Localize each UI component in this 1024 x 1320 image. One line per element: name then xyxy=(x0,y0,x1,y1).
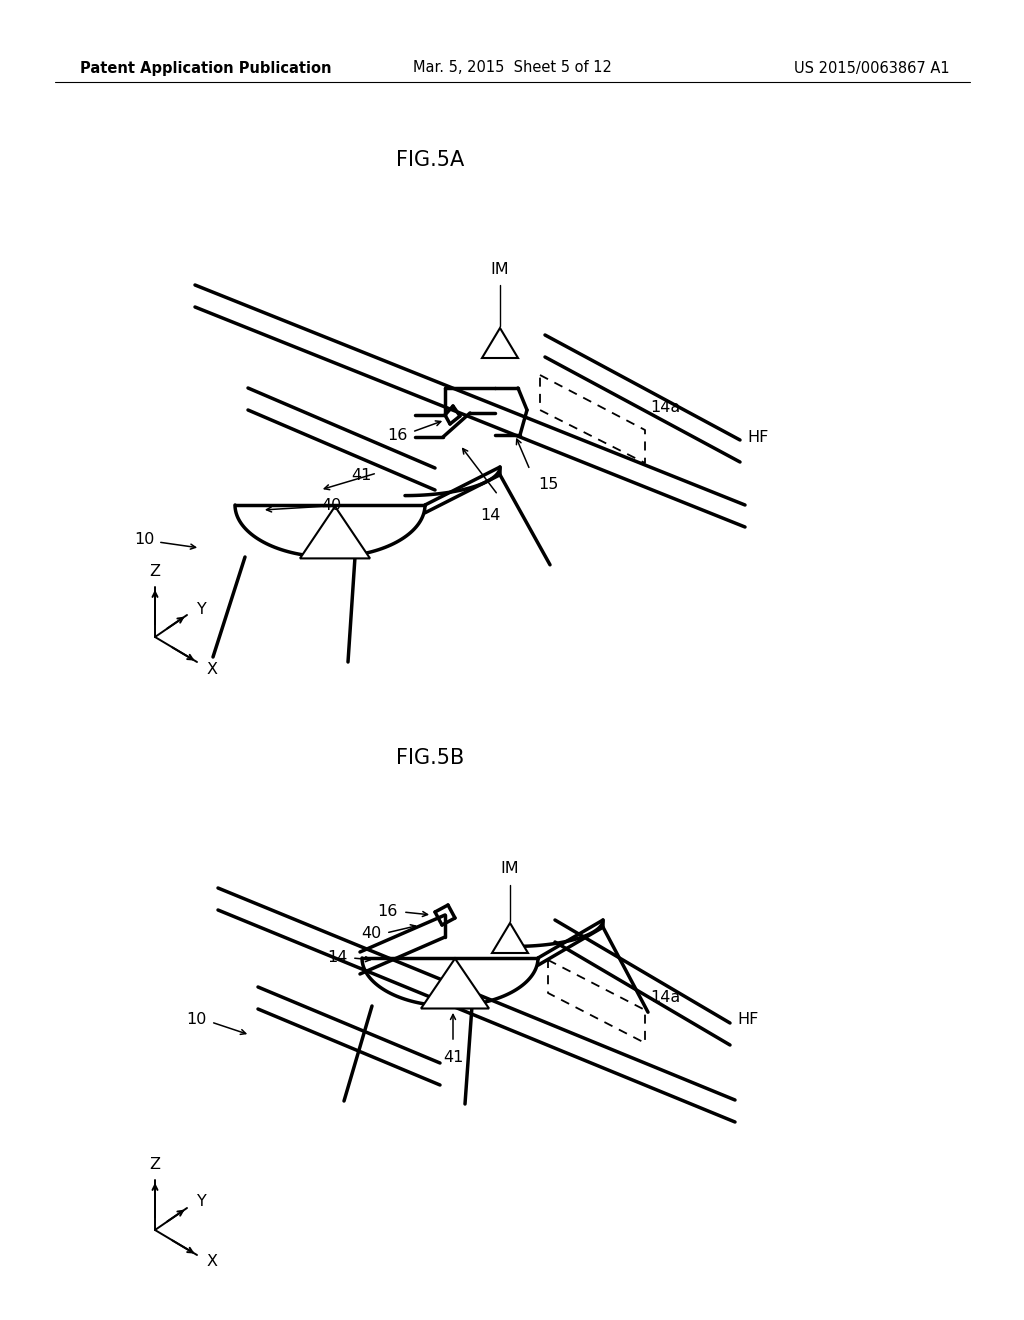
Text: US 2015/0063867 A1: US 2015/0063867 A1 xyxy=(795,61,950,75)
Text: X: X xyxy=(207,661,218,676)
Text: Mar. 5, 2015  Sheet 5 of 12: Mar. 5, 2015 Sheet 5 of 12 xyxy=(413,61,611,75)
Text: 41: 41 xyxy=(351,467,372,483)
Text: Z: Z xyxy=(150,564,161,579)
Text: 41: 41 xyxy=(442,1049,463,1065)
Polygon shape xyxy=(492,923,528,953)
Text: Patent Application Publication: Patent Application Publication xyxy=(80,61,332,75)
Text: HF: HF xyxy=(737,1012,759,1027)
Text: FIG.5B: FIG.5B xyxy=(396,748,464,768)
Text: Z: Z xyxy=(150,1158,161,1172)
Text: 40: 40 xyxy=(361,925,382,940)
Text: 14a: 14a xyxy=(650,990,680,1006)
Text: 15: 15 xyxy=(538,477,558,492)
Text: IM: IM xyxy=(501,861,519,876)
Text: 10: 10 xyxy=(186,1012,207,1027)
Text: 16: 16 xyxy=(388,428,408,442)
Text: Y: Y xyxy=(197,1195,207,1209)
Text: 10: 10 xyxy=(134,532,155,548)
Polygon shape xyxy=(300,507,370,558)
Polygon shape xyxy=(421,958,489,1008)
Polygon shape xyxy=(482,327,518,358)
Text: 40: 40 xyxy=(322,498,342,512)
Text: 14: 14 xyxy=(328,950,348,965)
Text: IM: IM xyxy=(490,261,509,277)
Text: 14a: 14a xyxy=(650,400,680,416)
Text: 16: 16 xyxy=(378,904,398,920)
Text: Y: Y xyxy=(197,602,207,616)
Text: X: X xyxy=(207,1254,218,1270)
Text: 14: 14 xyxy=(480,508,500,523)
Text: HF: HF xyxy=(746,430,768,446)
Text: FIG.5A: FIG.5A xyxy=(396,150,464,170)
